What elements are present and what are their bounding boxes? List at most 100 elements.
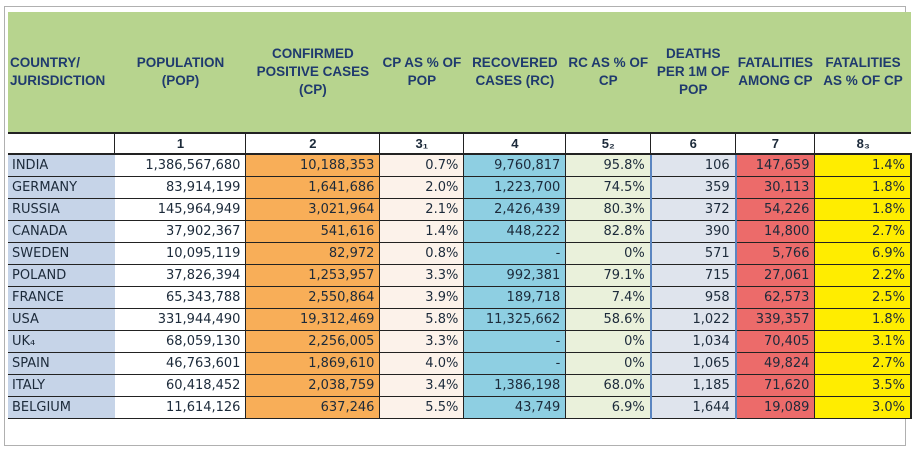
cell-country[interactable]: GERMANY: [8, 176, 115, 199]
cell-fatalities-pct-cp[interactable]: 2.7%: [814, 220, 912, 243]
cell-fatalities-pct-cp[interactable]: 1.8%: [814, 176, 912, 199]
cell-recovered-cases[interactable]: 189,718: [463, 286, 566, 309]
cell-rc-pct-cp[interactable]: 82.8%: [565, 220, 651, 243]
cell-fatalities-pct-cp[interactable]: 6.9%: [814, 242, 912, 265]
cell-cp-pct-pop[interactable]: 3.3%: [379, 330, 464, 353]
cell-deaths-per-1m[interactable]: 390: [649, 220, 737, 243]
cell-deaths-per-1m[interactable]: 1,065: [649, 352, 737, 375]
cell-cp-pct-pop[interactable]: 5.5%: [379, 396, 464, 419]
cell-confirmed-cases[interactable]: 10,188,353: [245, 154, 380, 177]
cell-population[interactable]: 37,826,394: [114, 264, 246, 287]
cell-rc-pct-cp[interactable]: 80.3%: [565, 198, 651, 221]
cell-fatalities-pct-cp[interactable]: 2.7%: [814, 352, 912, 375]
cell-fatalities[interactable]: 71,620: [735, 374, 815, 397]
cell-recovered-cases[interactable]: 11,325,662: [463, 308, 566, 331]
cell-fatalities[interactable]: 70,405: [735, 330, 815, 353]
cell-fatalities[interactable]: 27,061: [735, 264, 815, 287]
cell-recovered-cases[interactable]: 1,386,198: [463, 374, 566, 397]
cell-fatalities[interactable]: 14,800: [735, 220, 815, 243]
cell-recovered-cases[interactable]: 1,223,700: [463, 176, 566, 199]
cell-deaths-per-1m[interactable]: 958: [649, 286, 737, 309]
cell-fatalities-pct-cp[interactable]: 2.5%: [814, 286, 912, 309]
cell-recovered-cases[interactable]: -: [463, 242, 566, 265]
cell-cp-pct-pop[interactable]: 3.3%: [379, 264, 464, 287]
cell-fatalities-pct-cp[interactable]: 1.8%: [814, 198, 912, 221]
cell-confirmed-cases[interactable]: 2,038,759: [245, 374, 380, 397]
cell-country[interactable]: FRANCE: [8, 286, 115, 309]
cell-rc-pct-cp[interactable]: 6.9%: [565, 396, 651, 419]
cell-deaths-per-1m[interactable]: 1,034: [649, 330, 737, 353]
cell-recovered-cases[interactable]: 448,222: [463, 220, 566, 243]
cell-recovered-cases[interactable]: -: [463, 352, 566, 375]
cell-confirmed-cases[interactable]: 19,312,469: [245, 308, 380, 331]
cell-rc-pct-cp[interactable]: 0%: [565, 242, 651, 265]
cell-confirmed-cases[interactable]: 1,869,610: [245, 352, 380, 375]
cell-fatalities[interactable]: 339,357: [735, 308, 815, 331]
cell-country[interactable]: INDIA: [8, 154, 115, 177]
cell-fatalities[interactable]: 49,824: [735, 352, 815, 375]
cell-rc-pct-cp[interactable]: 74.5%: [565, 176, 651, 199]
cell-confirmed-cases[interactable]: 2,256,005: [245, 330, 380, 353]
cell-country[interactable]: SPAIN: [8, 352, 115, 375]
cell-population[interactable]: 60,418,452: [114, 374, 246, 397]
cell-recovered-cases[interactable]: 43,749: [463, 396, 566, 419]
cell-fatalities[interactable]: 62,573: [735, 286, 815, 309]
cell-confirmed-cases[interactable]: 1,253,957: [245, 264, 380, 287]
cell-population[interactable]: 83,914,199: [114, 176, 246, 199]
cell-rc-pct-cp[interactable]: 7.4%: [565, 286, 651, 309]
cell-confirmed-cases[interactable]: 541,616: [245, 220, 380, 243]
cell-cp-pct-pop[interactable]: 1.4%: [379, 220, 464, 243]
cell-confirmed-cases[interactable]: 2,550,864: [245, 286, 380, 309]
cell-population[interactable]: 331,944,490: [114, 308, 246, 331]
cell-fatalities-pct-cp[interactable]: 2.2%: [814, 264, 912, 287]
cell-rc-pct-cp[interactable]: 58.6%: [565, 308, 651, 331]
cell-cp-pct-pop[interactable]: 4.0%: [379, 352, 464, 375]
cell-fatalities[interactable]: 147,659: [735, 154, 815, 177]
cell-cp-pct-pop[interactable]: 5.8%: [379, 308, 464, 331]
cell-confirmed-cases[interactable]: 1,641,686: [245, 176, 380, 199]
cell-fatalities[interactable]: 5,766: [735, 242, 815, 265]
cell-country[interactable]: POLAND: [8, 264, 115, 287]
cell-country[interactable]: USA: [8, 308, 115, 331]
cell-confirmed-cases[interactable]: 82,972: [245, 242, 380, 265]
cell-fatalities[interactable]: 54,226: [735, 198, 815, 221]
cell-deaths-per-1m[interactable]: 106: [649, 154, 737, 177]
cell-deaths-per-1m[interactable]: 1,644: [649, 396, 737, 419]
cell-cp-pct-pop[interactable]: 3.4%: [379, 374, 464, 397]
cell-recovered-cases[interactable]: 9,760,817: [463, 154, 566, 177]
cell-population[interactable]: 68,059,130: [114, 330, 246, 353]
cell-deaths-per-1m[interactable]: 1,022: [649, 308, 737, 331]
cell-population[interactable]: 65,343,788: [114, 286, 246, 309]
cell-population[interactable]: 11,614,126: [114, 396, 246, 419]
cell-cp-pct-pop[interactable]: 0.7%: [379, 154, 464, 177]
cell-cp-pct-pop[interactable]: 2.0%: [379, 176, 464, 199]
cell-recovered-cases[interactable]: 992,381: [463, 264, 566, 287]
cell-country[interactable]: UK₄: [8, 330, 115, 353]
cell-fatalities-pct-cp[interactable]: 3.5%: [814, 374, 912, 397]
cell-deaths-per-1m[interactable]: 571: [649, 242, 737, 265]
cell-rc-pct-cp[interactable]: 0%: [565, 330, 651, 353]
cell-population[interactable]: 46,763,601: [114, 352, 246, 375]
cell-confirmed-cases[interactable]: 637,246: [245, 396, 380, 419]
cell-country[interactable]: SWEDEN: [8, 242, 115, 265]
cell-fatalities-pct-cp[interactable]: 1.8%: [814, 308, 912, 331]
cell-population[interactable]: 1,386,567,680: [114, 154, 246, 177]
cell-cp-pct-pop[interactable]: 3.9%: [379, 286, 464, 309]
cell-fatalities[interactable]: 19,089: [735, 396, 815, 419]
cell-country[interactable]: RUSSIA: [8, 198, 115, 221]
cell-fatalities-pct-cp[interactable]: 3.1%: [814, 330, 912, 353]
cell-rc-pct-cp[interactable]: 0%: [565, 352, 651, 375]
cell-cp-pct-pop[interactable]: 0.8%: [379, 242, 464, 265]
cell-country[interactable]: CANADA: [8, 220, 115, 243]
cell-population[interactable]: 10,095,119: [114, 242, 246, 265]
cell-cp-pct-pop[interactable]: 2.1%: [379, 198, 464, 221]
cell-confirmed-cases[interactable]: 3,021,964: [245, 198, 380, 221]
cell-rc-pct-cp[interactable]: 68.0%: [565, 374, 651, 397]
cell-fatalities[interactable]: 30,113: [735, 176, 815, 199]
cell-fatalities-pct-cp[interactable]: 1.4%: [814, 154, 912, 177]
cell-fatalities-pct-cp[interactable]: 3.0%: [814, 396, 912, 419]
cell-recovered-cases[interactable]: -: [463, 330, 566, 353]
cell-rc-pct-cp[interactable]: 79.1%: [565, 264, 651, 287]
cell-deaths-per-1m[interactable]: 1,185: [649, 374, 737, 397]
cell-rc-pct-cp[interactable]: 95.8%: [565, 154, 651, 177]
